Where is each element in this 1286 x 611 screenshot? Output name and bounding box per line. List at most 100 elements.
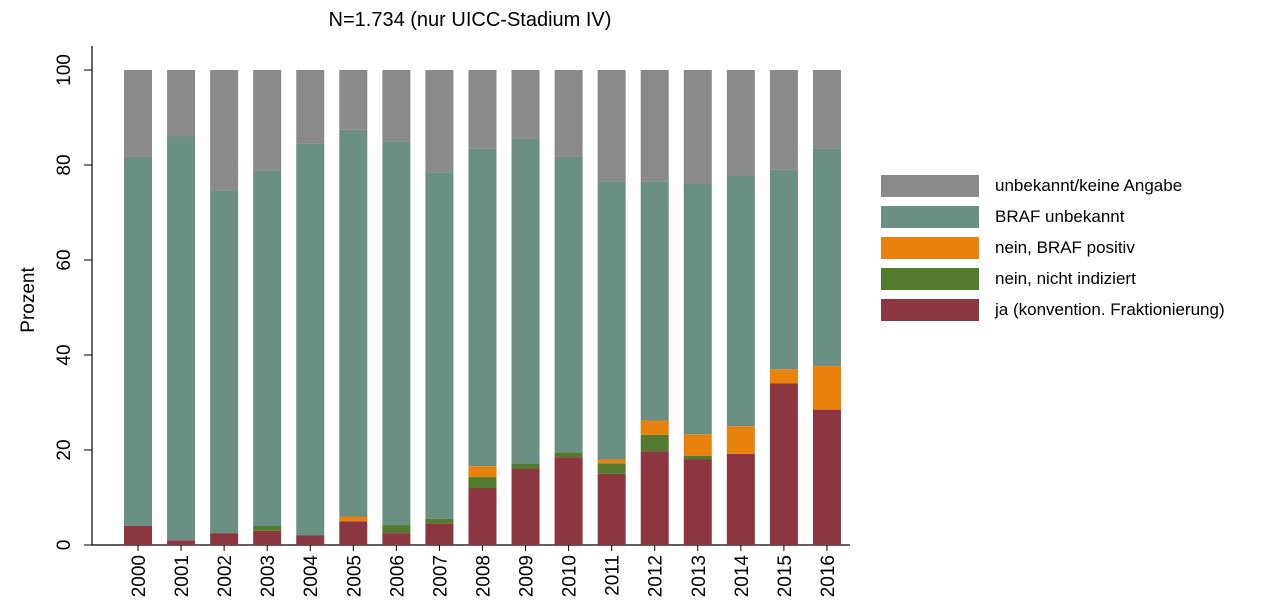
chart-title: N=1.734 (nur UICC-Stadium IV) [329,9,612,31]
bar-segment [382,525,411,534]
bar-segment [769,169,798,370]
bar-segment [812,148,841,366]
bar-segment [812,409,841,545]
x-tick-label: 2001 [172,555,193,597]
y-tick-label: 0 [54,540,75,551]
x-tick-label: 2006 [387,555,408,597]
bar-segment [253,526,282,531]
bar-segment [726,175,755,427]
bar-segment [640,451,669,545]
bar-segment [339,70,368,130]
bar-segment [468,148,497,467]
legend-swatch [881,175,979,197]
x-tick-label: 2014 [732,555,753,598]
x-tick-label: 2015 [775,555,796,597]
bar-segment [683,70,712,184]
bar-segment [468,488,497,545]
legend-swatch [881,268,979,290]
bar-segment [554,457,583,545]
bar-segment [210,533,239,545]
bar-segment [511,70,540,139]
y-tick-label: 60 [54,249,75,270]
bar-segment [769,383,798,545]
bar-segment [640,434,669,452]
bar-segment [382,533,411,545]
bar-segment [597,463,626,474]
legend-swatch [881,237,979,259]
y-tick-label: 100 [54,54,75,86]
legend-label: nein, nicht indiziert [995,269,1136,288]
bar-segment [167,136,196,541]
x-tick-label: 2011 [603,555,624,596]
legend-swatch [881,299,979,321]
x-tick-label: 2009 [517,555,538,597]
bar-segment [511,469,540,545]
x-tick-label: 2008 [473,555,494,597]
bar-segment [339,516,368,522]
bar-segment [210,190,239,534]
bar-segment [253,530,282,545]
y-tick-label: 20 [54,439,75,460]
bar-segment [726,70,755,176]
bar-segment [683,459,712,545]
x-tick-label: 2010 [560,555,581,597]
bar-segment [253,70,282,171]
bar-segment [812,70,841,149]
bar-segment [554,156,583,453]
bar-segment [726,453,755,545]
bar-segment [124,526,152,545]
legend-swatch [881,206,979,228]
bar-segment [468,70,497,149]
bar-segment [210,70,239,191]
bar-segment [597,70,626,182]
x-tick-label: 2003 [258,555,279,597]
x-tick-label: 2002 [215,555,236,597]
legend-label: BRAF unbekannt [995,207,1125,226]
bar-segment [511,463,540,469]
x-tick-label: 2004 [301,555,322,598]
bar-segment [296,143,325,536]
bar-segment [554,452,583,458]
y-tick-label: 40 [54,344,75,365]
bar-segment [511,138,540,464]
bar-segment [468,477,497,488]
bar-segment [554,70,583,157]
x-tick-label: 2016 [818,555,839,597]
bar-segment [339,521,368,545]
bar-segment [683,184,712,435]
bar-segment [769,369,798,384]
bar-segment [597,459,626,464]
bar-segment [425,523,454,545]
legend-label: nein, BRAF positiv [995,238,1135,257]
bar-segment [296,535,325,545]
legend-label: ja (konvention. Fraktionierung) [994,300,1225,319]
y-axis-label: Prozent [18,267,39,333]
bar-segment [597,181,626,460]
bar-segment [812,365,841,410]
y-tick-label: 80 [54,154,75,175]
bar-segment [124,70,152,157]
legend-label: unbekannt/keine Angabe [995,176,1182,195]
bar-segment [382,70,411,142]
bar-segment [167,540,196,545]
bar-segment [468,466,497,478]
bar-segment [769,70,798,170]
bar-segment [425,70,454,173]
bar-segment [425,172,454,519]
bar-segment [726,426,755,454]
bar-segment [640,70,669,182]
bar-segment [339,129,368,517]
x-tick-label: 2007 [430,555,451,597]
bar-segment [167,70,196,137]
bar-segment [296,70,325,144]
bar-segment [253,170,282,526]
x-tick-label: 2013 [689,555,710,597]
bar-segment [425,518,454,524]
bar-segment [597,473,626,545]
bar-segment [382,141,411,526]
x-tick-label: 2012 [646,555,667,597]
bar-segment [683,434,712,456]
bar-segment [640,420,669,435]
bar-segment [683,455,712,460]
